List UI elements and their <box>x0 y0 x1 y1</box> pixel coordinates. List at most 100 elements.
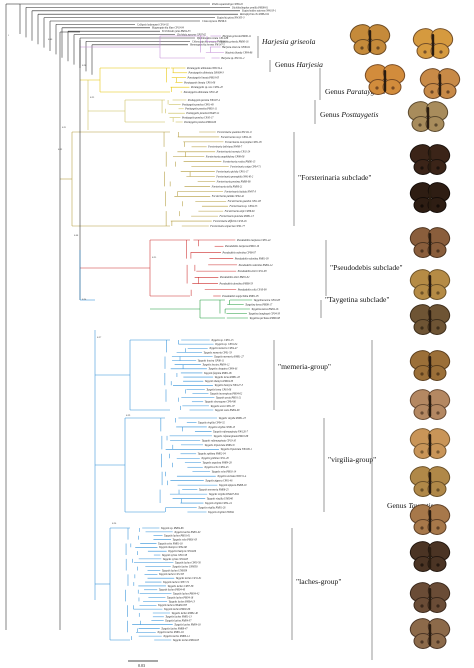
butterfly-body <box>438 74 442 96</box>
support-value: 0.92 <box>58 148 63 151</box>
leaf-label: Taygetis laches PM04-13 <box>169 600 196 603</box>
butterfly-eyespot <box>420 640 424 644</box>
leaf-label: Taygetis thamyra CP04-89 <box>168 550 197 553</box>
leaf-label: Taygetis laches UN0059 <box>162 569 188 572</box>
leaf-label: Taygetis virgilia UN0041 <box>208 511 235 514</box>
butterfly-body <box>428 588 432 610</box>
leaf-label: Forsterinaria boliviana NW98-7 <box>207 146 243 149</box>
butterfly-image <box>349 24 391 55</box>
leaf-label: Taygetis laches PM01-13 <box>165 616 192 619</box>
leaf-label: Pseudodebis zimri CP11-83 <box>237 270 268 273</box>
butterfly-eyespot <box>436 563 440 567</box>
leaf-label: Taygetis virgilia CP04-24 <box>205 502 232 505</box>
leaf-label: Taygetis rufomarginata PM10-08 <box>214 435 249 438</box>
leaf-label: Taygetis laches PM04-37 <box>165 620 192 623</box>
leaf-label: Taygetis larua PM01-18 <box>215 376 241 379</box>
group-label-pseudodebis: "Pseudodebis subclade" <box>330 263 403 272</box>
leaf-label: Posttaygetis penelea CP01-48 <box>181 103 214 106</box>
leaf-label: Taygetis tripunctata NW100-1 <box>220 448 252 451</box>
butterfly-eyespot <box>360 46 364 50</box>
leaf-label: Taygetis inconspicua PM04-02 <box>210 392 243 395</box>
leaf-label: Taygetis laches PM02-40 <box>172 612 199 615</box>
group-label-laches: "laches-group" <box>296 577 341 586</box>
leaf-label: Pseudodebis celia CP10-09 <box>237 289 268 292</box>
butterfly-body <box>368 30 372 52</box>
butterfly-image <box>409 304 451 335</box>
leaf-label: Taygetina peribaea PM09-08 <box>249 317 280 320</box>
support-value: 0.93 <box>90 96 95 99</box>
leaf-label: Taygetis mermeria PM01-27 <box>214 355 244 358</box>
support-value: 0.91 <box>62 126 67 129</box>
butterfly-eyespot <box>436 526 440 530</box>
butterfly-eyespot <box>420 166 424 170</box>
butterfly-body <box>428 510 432 532</box>
leaf-label: Taygetis thamyra NW127-3 <box>214 384 243 387</box>
leaf-label: Taygetis laches PM04-03 <box>173 639 200 642</box>
leaf-label: Taygetis ypthima PM02-04 <box>198 453 227 456</box>
leaf-label: Euptychoides saturnus NW103-1 <box>241 10 277 13</box>
butterfly-image <box>412 28 454 59</box>
leaf-label: Taygetina banghaasi CP04-33 <box>248 312 280 315</box>
leaf-label: Taygetis sp. CP01-15 <box>211 339 234 342</box>
butterfly-image <box>409 466 451 497</box>
leaf-label: Taygetis laches PM01-01 <box>164 535 191 538</box>
leaf-label: Taygetis uncinata NW151-4 <box>217 475 247 478</box>
butterfly-eyespot <box>436 488 440 492</box>
leaf-label: Posttaygetis penelea PM01-11 <box>184 108 217 111</box>
leaf-label: Forsterinaria punctata PM01-13 <box>218 215 254 218</box>
leaf-label: Taygetis virgilia PM01-26 <box>198 506 226 509</box>
leaf-label: Harjesia griseola PM06-11 <box>222 35 252 38</box>
butterfly-image <box>409 428 451 459</box>
leaf-label: Taygetis chrysogone CP04-86 <box>205 401 237 404</box>
leaf-label: Forsterinaria quantius NW121-9 <box>216 131 252 134</box>
leaf-label: Taygetis thamyra CP04-68 <box>159 546 188 549</box>
leaf-label: Taygetis laches CP11-01 <box>176 577 202 580</box>
leaf-label: Taygetis virgilia CP08-15 <box>208 426 235 429</box>
leaf-label: Posttaygetis penelea PM04-06 <box>183 121 217 124</box>
butterfly-body <box>383 70 387 92</box>
leaf-label: Taygetis mermeria PM08-25 <box>199 489 229 492</box>
leaf-label: Taygetis laches PM04-18 <box>174 623 201 626</box>
support-value: 0.88 <box>74 234 79 237</box>
leaf-label: Harjesia griseola PM06-16 <box>219 40 249 43</box>
support-value: 0.86 <box>48 38 53 41</box>
butterfly-eyespot <box>420 291 424 295</box>
butterfly-image <box>409 144 451 175</box>
butterfly-eyespot <box>436 450 440 454</box>
leaf-label: Taygetis sylvia CP04-83 <box>163 558 189 561</box>
butterfly-image <box>364 64 406 95</box>
leaf-label: Forsterinaria rustica PM06-15 <box>222 161 256 164</box>
group-label-forsterinaria: "Forsterinaria subclade" <box>298 173 371 182</box>
support-value: 1 <box>8 34 10 37</box>
leaf-label: Posttaygetis penelea CP10-17 <box>181 117 214 120</box>
leaf-label: Yphthimoides renata CP14-08 <box>197 37 229 40</box>
leaf-label: Cissia myncea NW98-6 <box>202 20 227 23</box>
butterfly-image <box>409 269 451 300</box>
leaf-label: Rareuptychia clio PM04-04 <box>239 13 270 16</box>
leaf-label: Taygetis laches PM01-02 <box>174 531 201 534</box>
leaf-label: Taygetis laches PM01-04 <box>157 631 184 634</box>
butterfly-eyespot <box>420 488 424 492</box>
leaf-label: Taygetis laches PM04-40 <box>159 589 186 592</box>
leaf-label: Erichthodes julia PM04-33 <box>161 30 191 33</box>
leaf-label: Taygetis laches CP07-58 <box>168 585 195 588</box>
leaf-label: Forsterinaria anophthalma CP09-08 <box>205 156 245 159</box>
butterfly-eyespot <box>420 604 424 608</box>
butterfly-body <box>428 547 432 569</box>
butterfly-body <box>428 356 432 378</box>
leaf-label: Taygetina kerea PM04-16 <box>251 308 279 311</box>
leaf-label: Forsterinaria necys CP04-16 <box>220 136 252 139</box>
leaf-label: Posttaygetis penelea DNA07-11 <box>185 112 220 115</box>
leaf-label: Taygetis memeria CP04-47 <box>209 347 238 350</box>
leaf-label: Parataygetis albinotata CP01-43 <box>183 91 219 94</box>
leaf-label: Taygetis laches PM04-18 <box>167 596 194 599</box>
butterfly-eyespot <box>391 86 395 90</box>
butterfly-image <box>407 101 449 132</box>
leaf-label: Pindis squamistriga CP08-16 <box>211 3 244 6</box>
leaf-label: Taygetis laches CP07-74 <box>163 581 190 584</box>
leaf-label: Taygetis laches UN0058 <box>172 566 198 569</box>
leaf-label: Taygetis thamyra PM04-30 <box>205 380 234 383</box>
butterfly-body <box>431 34 435 56</box>
butterfly-eyespot <box>436 372 440 376</box>
